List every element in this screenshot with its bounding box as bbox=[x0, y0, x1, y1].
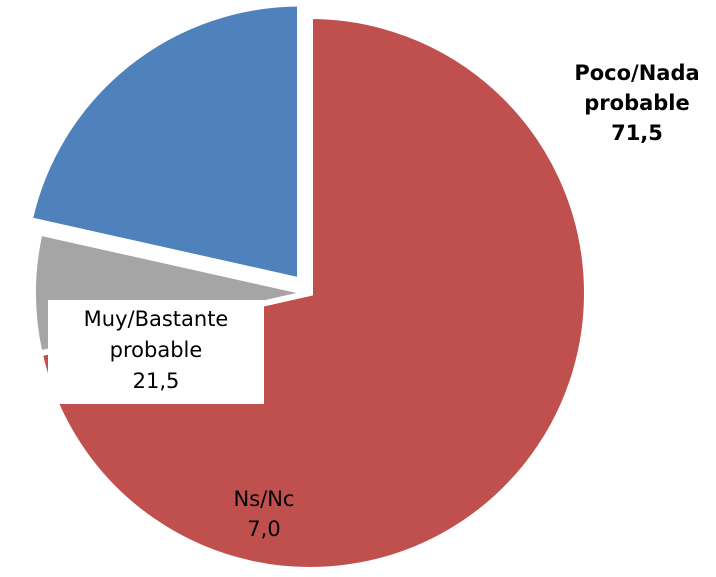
data-label-line: probable bbox=[584, 91, 690, 115]
data-label-box bbox=[48, 300, 264, 404]
pie-slice-muy-bastante-probable bbox=[26, 0, 303, 285]
data-label-ns-nc: Ns/Nc 7,0 bbox=[234, 487, 295, 541]
pie-labels: Poco/Nada probable 71,5 Ns/Nc 7,0 Muy/Bastant… bbox=[48, 61, 700, 541]
data-label-line: 7,0 bbox=[247, 517, 280, 541]
data-label-line: Muy/Bastante bbox=[84, 307, 229, 331]
pie-slices bbox=[26, 0, 590, 573]
data-label-line: Poco/Nada bbox=[574, 61, 699, 85]
data-label-muy-bastante-probable: Muy/Bastante probable 21,5 bbox=[48, 300, 264, 404]
data-label-line: 71,5 bbox=[611, 121, 663, 145]
data-label-line: 21,5 bbox=[133, 369, 180, 393]
data-label-poco-nada-probable: Poco/Nada probable 71,5 bbox=[574, 61, 699, 145]
data-label-line: Ns/Nc bbox=[234, 487, 295, 511]
data-label-line: probable bbox=[110, 338, 203, 362]
pie-slice-poco-nada-probable bbox=[36, 12, 590, 573]
